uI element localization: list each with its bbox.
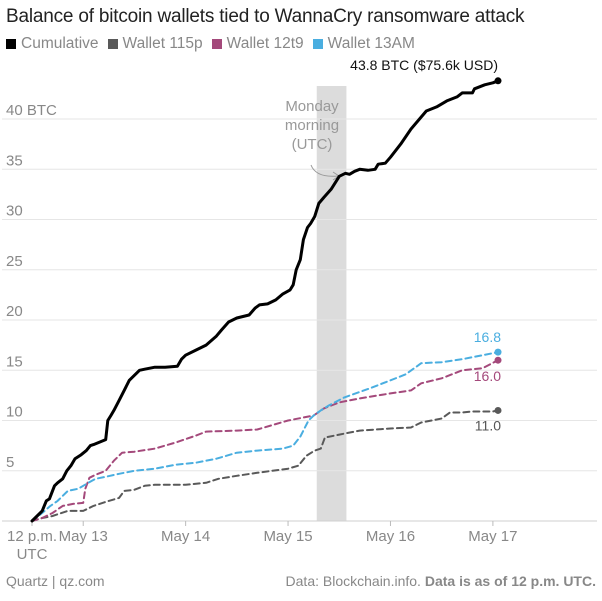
annotation-arrow bbox=[310, 164, 339, 177]
legend-label-cumulative: Cumulative bbox=[21, 35, 99, 52]
series-end-label-wallet-115p: 11.0 bbox=[475, 417, 501, 433]
series-end-point-wallet-13am bbox=[494, 348, 502, 356]
x-tick-label: May 16 bbox=[366, 528, 415, 545]
legend-label-wallet-13am: Wallet 13AM bbox=[327, 35, 415, 52]
y-tick-label: 20 bbox=[6, 303, 23, 320]
legend-label-wallet-115p: Wallet 115p bbox=[122, 35, 203, 52]
legend-swatch-wallet-13am bbox=[312, 39, 323, 49]
x-tick-label: May 14 bbox=[161, 528, 210, 545]
footer-data-bold: Data is as of 12 p.m. UTC. bbox=[424, 573, 596, 589]
y-tick-label: 25 bbox=[6, 253, 23, 270]
series-end-point-wallet-115p bbox=[494, 406, 502, 414]
y-tick-label: 40 BTC bbox=[6, 102, 57, 119]
x-tick-label: May 17 bbox=[468, 528, 517, 545]
footer-data-prefix: Data: Blockchain.info. bbox=[285, 573, 421, 589]
footer-source: Quartz | qz.com bbox=[6, 573, 105, 589]
x-tick-label: May 15 bbox=[263, 528, 312, 545]
legend-item-cumulative: Cumulative bbox=[6, 35, 99, 53]
series-end-point-cumulative bbox=[494, 77, 502, 85]
annotation-text: (UTC) bbox=[292, 136, 333, 153]
y-tick-label: 15 bbox=[6, 353, 23, 370]
legend-swatch-wallet-115p bbox=[107, 39, 118, 49]
series-end-label-wallet-13am: 16.8 bbox=[474, 329, 501, 345]
legend-label-wallet-12t9: Wallet 12t9 bbox=[226, 35, 304, 52]
legend: Cumulative Wallet 115p Wallet 12t9 Walle… bbox=[6, 35, 424, 53]
y-tick-label: 35 bbox=[6, 152, 23, 169]
legend-item-wallet-115p: Wallet 115p bbox=[107, 35, 203, 53]
chart-title: Balance of bitcoin wallets tied to Wanna… bbox=[6, 6, 525, 27]
x-tick-label: May 13 bbox=[59, 528, 108, 545]
series-line-wallet-13am bbox=[31, 351, 499, 522]
annotation-text: Monday bbox=[285, 98, 339, 115]
series-line-wallet-115p bbox=[31, 409, 499, 522]
y-tick-label: 5 bbox=[6, 454, 14, 471]
series-line-cumulative bbox=[30, 79, 500, 523]
y-tick-label: 10 bbox=[6, 404, 23, 421]
x-tick-label: 12 p.m. bbox=[7, 528, 57, 545]
legend-swatch-cumulative bbox=[6, 39, 16, 49]
x-tick-label: UTC bbox=[17, 546, 48, 563]
series-end-label-cumulative: 43.8 BTC ($75.6k USD) bbox=[350, 57, 498, 73]
legend-swatch-wallet-12t9 bbox=[211, 39, 222, 49]
y-tick-label: 30 bbox=[6, 203, 23, 220]
annotation-text: morning bbox=[285, 117, 339, 134]
series-end-label-wallet-12t9: 16.0 bbox=[474, 368, 501, 384]
legend-item-wallet-13am: Wallet 13AM bbox=[312, 35, 415, 53]
series-line-wallet-12t9 bbox=[31, 359, 499, 522]
series-end-point-wallet-12t9 bbox=[494, 356, 502, 364]
legend-item-wallet-12t9: Wallet 12t9 bbox=[211, 35, 304, 53]
footer-data-note: Data: Blockchain.info. Data is as of 12 … bbox=[286, 573, 596, 589]
